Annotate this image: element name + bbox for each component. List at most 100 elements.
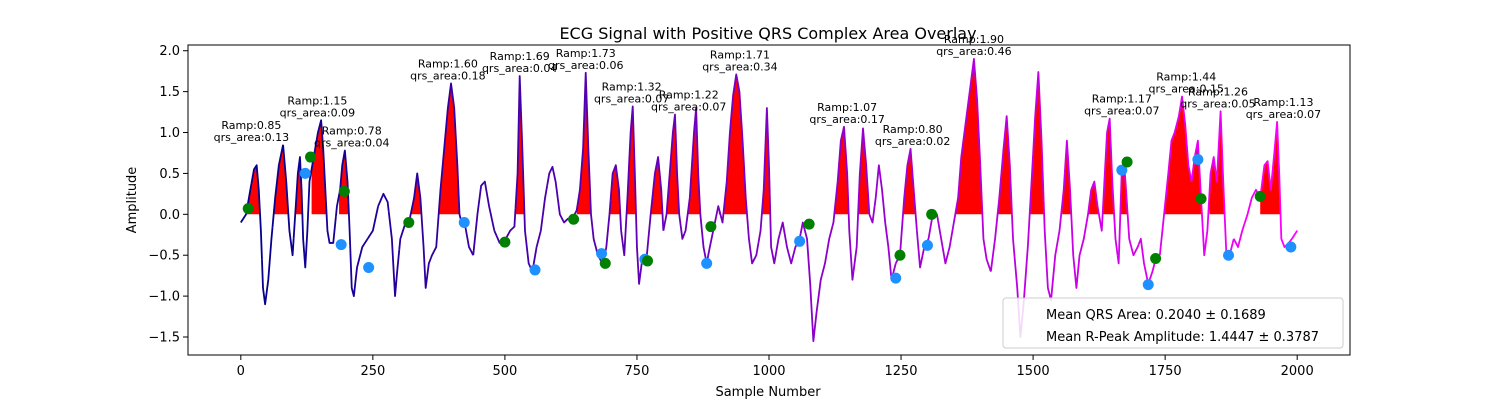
ecg-signal-segment xyxy=(736,80,749,226)
qrs-onset-marker xyxy=(1142,279,1154,291)
chart-title: ECG Signal with Positive QRS Complex Are… xyxy=(559,24,976,43)
ecg-signal-segment xyxy=(1190,139,1204,218)
ecg-signal-segment xyxy=(483,180,496,231)
qrs-onset-marker xyxy=(921,239,933,251)
qrs-area-fill xyxy=(954,58,983,215)
ecg-signal-segment xyxy=(683,120,696,234)
ecg-signal-segment xyxy=(1074,226,1087,289)
qrs-onset-marker xyxy=(1192,154,1204,166)
y-tick-label: −1.5 xyxy=(148,331,180,346)
peak-annotation: Ramp:1.32 xyxy=(602,80,662,93)
ecg-signal-segment xyxy=(1243,191,1256,225)
qrs-offset-marker xyxy=(1254,190,1266,202)
qrs-offset-marker xyxy=(242,203,254,215)
y-tick-label: −1.0 xyxy=(148,290,180,305)
peak-annotation: Ramp:0.80 xyxy=(883,123,943,136)
ecg-signal-segment xyxy=(440,82,453,179)
y-tick-label: 1.5 xyxy=(159,85,180,100)
ecg-signal-segment xyxy=(546,165,559,199)
ecg-signal-segment xyxy=(884,222,897,281)
ecg-signal-segment xyxy=(430,178,443,259)
qrs-offset-marker xyxy=(305,151,317,163)
ecg-signal-segment xyxy=(345,169,358,298)
x-tick-label: 0 xyxy=(237,364,245,379)
x-tick-label: 1500 xyxy=(1017,364,1050,379)
plot-area: Ramp:0.85qrs_area:0.13Ramp:1.15qrs_area:… xyxy=(214,33,1321,342)
x-tick-label: 1000 xyxy=(752,364,785,379)
qrs-offset-marker xyxy=(1121,156,1133,168)
y-tick-label: 2.0 xyxy=(159,44,180,59)
ecg-signal-segment xyxy=(1000,115,1013,215)
y-axis: −1.5 −1.0 −0.5 0.0 0.5 1.0 1.5 2.0 xyxy=(148,44,188,346)
y-tick-label: 1.0 xyxy=(159,126,180,141)
y-axis-label: Amplitude xyxy=(125,167,140,234)
ecg-signal-segment xyxy=(820,226,834,276)
ecg-signal-segment xyxy=(863,140,876,224)
qrs-offset-marker xyxy=(568,213,580,225)
ecg-signal-segment xyxy=(282,144,295,257)
ecg-signal-segment xyxy=(620,119,633,257)
ecg-signal-segment xyxy=(1085,180,1098,227)
ecg-signal-segment xyxy=(768,165,781,265)
peak-annotation: Ramp:0.85 xyxy=(221,119,281,132)
peak-annotation: qrs_area:0.18 xyxy=(410,69,485,82)
peak-annotation: Ramp:1.26 xyxy=(1188,85,1248,98)
peak-annotation: qrs_area:0.15 xyxy=(1149,83,1224,96)
ecg-signal-segment xyxy=(535,185,549,248)
ecg-signal-segment xyxy=(694,107,707,259)
ecg-signal-segment xyxy=(662,123,675,231)
ecg-signal-segment xyxy=(989,173,1003,272)
x-tick-label: 250 xyxy=(360,364,385,379)
peak-annotation: qrs_area:0.07 xyxy=(1084,105,1159,118)
peak-annotation: qrs_area:0.13 xyxy=(214,131,289,144)
x-tick-label: 1250 xyxy=(884,364,917,379)
ecg-signal-segment xyxy=(831,131,844,227)
qrs-onset-marker xyxy=(890,272,902,284)
ecg-signal-segment xyxy=(1158,151,1172,256)
ecg-signal-segment xyxy=(1042,200,1056,302)
qrs-offset-marker xyxy=(926,208,938,220)
qrs-onset-marker xyxy=(1116,164,1128,176)
legend-entry-r-peak: Mean R-Peak Amplitude: 1.4447 ± 0.3787 xyxy=(1046,330,1319,345)
qrs-area-fill xyxy=(804,126,850,215)
qrs-area-fill xyxy=(1163,96,1203,215)
ecg-signal-segment xyxy=(408,172,422,219)
ecg-signal-segment xyxy=(937,220,950,265)
peak-annotation: qrs_area:0.17 xyxy=(809,113,884,126)
ecg-signal-segment xyxy=(1021,154,1034,316)
x-tick-label: 750 xyxy=(625,364,650,379)
ecg-signal-segment xyxy=(1211,110,1225,183)
ecg-signal-segment xyxy=(905,147,918,231)
peak-annotation: qrs_area:0.34 xyxy=(702,60,777,73)
qrs-area-fill xyxy=(650,114,680,215)
x-axis: 0 250 500 750 1000 1250 1500 1750 2000 xyxy=(237,355,1314,379)
ecg-signal-segment xyxy=(958,91,971,185)
peak-annotation: Ramp:1.13 xyxy=(1253,96,1313,109)
ecg-signal-segment xyxy=(356,238,369,268)
ecg-signal-segment xyxy=(1095,132,1108,232)
peak-annotation: qrs_area:0.04 xyxy=(482,62,557,75)
qrs-offset-marker xyxy=(894,249,906,261)
ecg-signal-segment xyxy=(313,119,327,190)
qrs-offset-marker xyxy=(705,221,717,233)
ecg-signal-segment xyxy=(514,75,527,241)
qrs-onset-marker xyxy=(529,264,541,276)
ecg-signal-segment xyxy=(577,71,591,197)
ecg-signal-segment xyxy=(810,275,823,342)
ecg-signal-segment xyxy=(725,73,739,182)
legend-entry-qrs-area: Mean QRS Area: 0.2040 ± 0.1689 xyxy=(1046,308,1266,323)
ecg-signal-segment xyxy=(778,221,792,260)
peak-annotation: qrs_area:0.07 xyxy=(1246,108,1321,121)
qrs-onset-marker xyxy=(335,239,347,251)
peak-annotation: Ramp:1.44 xyxy=(1156,71,1216,84)
qrs-area-fill xyxy=(272,144,294,215)
qrs-onset-marker xyxy=(1223,249,1235,261)
qrs-offset-marker xyxy=(499,236,511,248)
ecg-signal-segment xyxy=(842,125,855,281)
ecg-signal-segment xyxy=(947,184,961,252)
ecg-signal-segment xyxy=(1127,222,1140,257)
ecg-signal-segment xyxy=(419,197,432,289)
ecg-signal-segment xyxy=(387,211,401,298)
ecg-signal-segment xyxy=(799,221,813,303)
